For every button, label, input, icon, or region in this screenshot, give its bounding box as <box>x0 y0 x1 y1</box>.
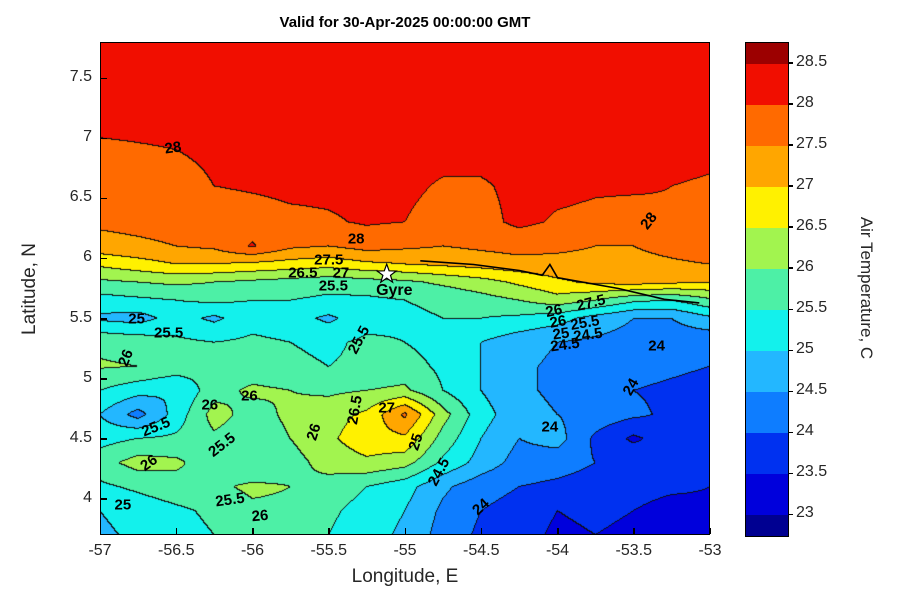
x-tick-label: -55 <box>393 542 417 559</box>
colorbar-band <box>746 43 788 64</box>
colorbar-band <box>746 433 788 475</box>
colorbar-band <box>746 186 788 228</box>
colorbar-tick-label: 23.5 <box>796 463 828 481</box>
x-tick-label: -53 <box>698 542 722 559</box>
colorbar <box>745 42 789 537</box>
colorbar-tick-label: 25 <box>796 340 814 358</box>
colorbar-band <box>746 474 788 516</box>
colorbar-band <box>746 227 788 269</box>
x-tick-label: -57 <box>88 542 112 559</box>
y-tick-mark <box>101 438 107 440</box>
x-tick-label: -56.5 <box>158 542 195 559</box>
x-tick-mark <box>252 528 254 534</box>
y-tick-mark <box>101 318 107 320</box>
x-tick-label: -54 <box>545 542 570 559</box>
y-tick-label: 6.5 <box>69 188 92 206</box>
colorbar-tick-label: 24 <box>796 422 814 440</box>
y-tick-mark <box>101 77 107 80</box>
colorbar-tick-label: 27.5 <box>796 134 828 152</box>
x-tick-mark <box>633 528 635 534</box>
colorbar-tick-mark <box>788 431 793 434</box>
y-tick-label: 4.5 <box>69 428 92 446</box>
x-tick-label: -54.5 <box>463 542 500 559</box>
colorbar-tick-mark <box>788 185 793 187</box>
colorbar-tick-mark <box>788 472 793 475</box>
colorbar-tick-label: 25.5 <box>796 299 828 317</box>
colorbar-band <box>746 268 788 310</box>
y-tick-label: 5.5 <box>69 308 92 326</box>
colorbar-tick-mark <box>788 513 793 516</box>
colorbar-tick-mark <box>788 103 793 105</box>
colorbar-tick-mark <box>788 308 793 311</box>
colorbar-tick-label: 23 <box>796 504 814 522</box>
colorbar-band <box>746 310 788 352</box>
x-tick-label: -55.5 <box>310 542 347 559</box>
colorbar-tick-label: 27 <box>796 175 814 193</box>
y-tick-label: 5 <box>83 368 92 386</box>
y-tick-label: 7 <box>83 128 92 146</box>
colorbar-band <box>746 145 788 187</box>
station-label: Gyre <box>376 281 413 299</box>
colorbar-band <box>746 63 788 105</box>
x-tick-mark <box>175 528 178 534</box>
y-tick-mark <box>101 197 107 200</box>
colorbar-tick-label: 28 <box>796 93 814 111</box>
colorbar-tick-label: 26 <box>796 257 814 275</box>
colorbar-tick-label: 28.5 <box>796 52 828 70</box>
colorbar-tick-mark <box>788 390 793 393</box>
colorbar-tick-mark <box>788 267 793 269</box>
colorbar-tick-label: 26.5 <box>796 216 828 234</box>
x-tick-mark <box>480 528 483 534</box>
x-tick-mark <box>709 528 711 534</box>
plot-title: Valid for 30-Apr-2025 00:00:00 GMT <box>279 14 531 31</box>
y-tick-mark <box>101 498 107 500</box>
x-axis-label: Longitude, E <box>351 566 459 587</box>
colorbar-tick-mark <box>788 226 793 228</box>
y-tick-mark <box>101 378 107 380</box>
colorbar-band <box>746 392 788 434</box>
y-tick-label: 6 <box>83 248 92 266</box>
colorbar-tick-mark <box>788 349 793 352</box>
x-tick-mark <box>328 528 330 534</box>
y-axis-label: Latitude, N <box>19 243 40 335</box>
y-tick-label: 7.5 <box>69 68 92 86</box>
colorbar-band <box>746 104 788 146</box>
colorbar-tick-mark <box>788 144 793 146</box>
colorbar-label: Air Temperature, C <box>857 216 876 360</box>
colorbar-band <box>746 351 788 393</box>
colorbar-tick-label: 24.5 <box>796 381 828 399</box>
x-tick-label: -56 <box>240 542 265 559</box>
x-tick-mark <box>404 528 406 534</box>
x-tick-mark <box>99 528 101 534</box>
y-tick-mark <box>101 137 107 140</box>
y-tick-mark <box>101 257 107 260</box>
x-tick-mark <box>557 528 559 534</box>
colorbar-tick-mark <box>788 62 793 64</box>
x-tick-label: -53.5 <box>615 542 652 559</box>
colorbar-band <box>746 515 788 536</box>
y-tick-label: 4 <box>83 488 92 506</box>
